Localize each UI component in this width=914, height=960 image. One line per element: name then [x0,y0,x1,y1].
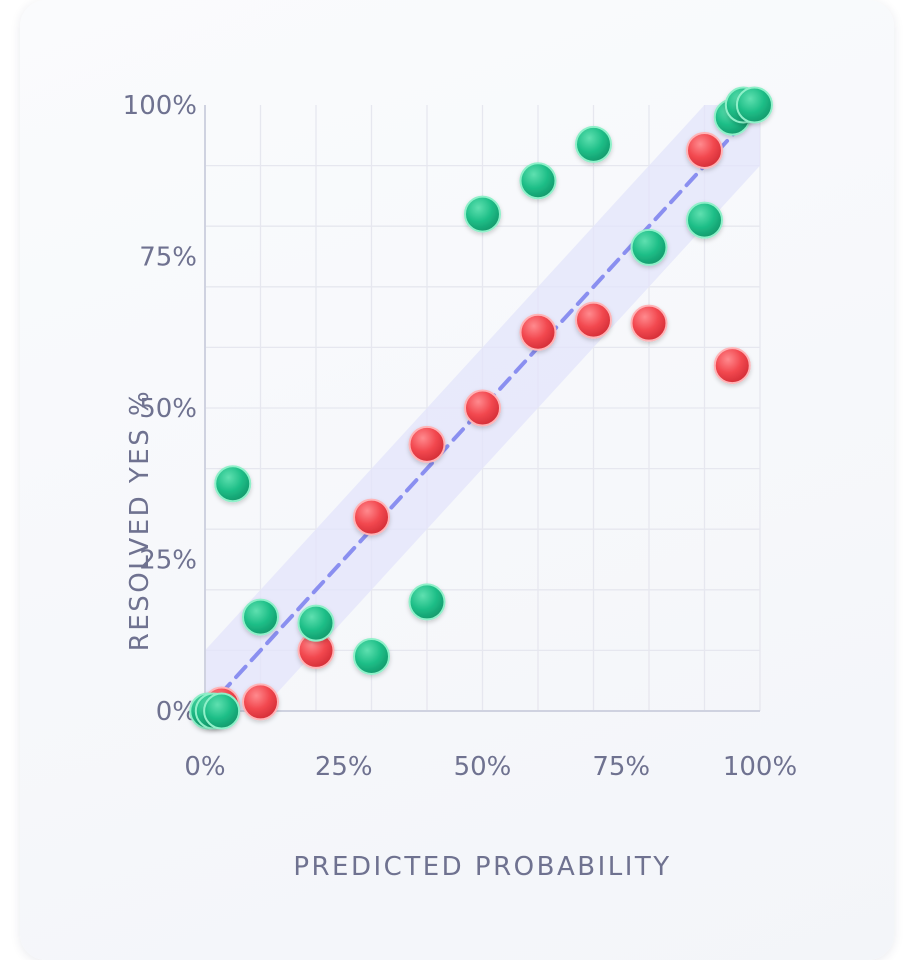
point-yes [353,637,390,675]
point-no [519,313,557,351]
point-no [713,347,751,385]
point-no [464,389,501,427]
x-tick-label: 50% [454,752,512,782]
point-no [575,301,612,339]
x-tick-label: 25% [315,752,373,782]
data-points [189,86,773,730]
point-yes [735,86,773,124]
point-yes [408,583,446,621]
point-yes [297,604,335,642]
point-yes [464,195,501,233]
y-tick-label: 75% [139,243,197,273]
y-tick-label: 25% [139,546,197,576]
point-no [686,131,723,169]
point-yes [242,598,279,636]
x-tick-label: 100% [723,752,797,782]
y-tick-label: 50% [139,394,197,424]
x-axis-title: PREDICTED PROBABILITY [293,852,671,882]
point-yes [203,692,241,730]
tick-labels: 0% 25% 50% 75% 100%0%25%50%75%100% [123,91,798,782]
point-yes [630,228,668,266]
point-yes [519,162,557,200]
point-yes [214,465,252,503]
x-tick-label: 0% [184,752,225,782]
x-tick-label: 75% [592,752,650,782]
point-no [242,683,279,721]
point-no [408,425,446,463]
point-yes [686,201,723,239]
y-axis-title: RESOLVED YES % [125,389,155,651]
perfect-calibration-line [203,103,762,713]
point-yes [575,125,612,163]
axes [204,105,760,712]
y-tick-label: 100% [123,91,197,121]
point-no [630,304,668,342]
point-no [353,498,390,536]
